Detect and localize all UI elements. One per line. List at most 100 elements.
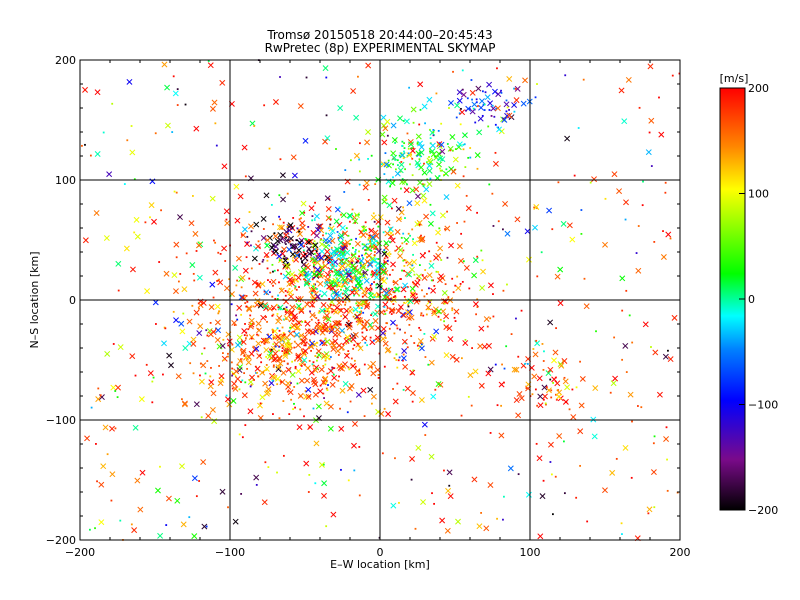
data-point-dot bbox=[315, 317, 318, 319]
data-point-cross bbox=[263, 192, 270, 199]
data-point-dot bbox=[562, 359, 565, 362]
data-point-cross bbox=[299, 360, 306, 367]
data-point-cross bbox=[394, 170, 401, 177]
data-point-dot bbox=[225, 394, 228, 397]
data-point-dot bbox=[456, 275, 459, 278]
data-point-cross bbox=[392, 398, 399, 405]
data-point-dot bbox=[191, 304, 194, 307]
data-point-cross bbox=[397, 247, 404, 253]
data-point-dot bbox=[192, 272, 195, 275]
data-point-dot bbox=[419, 342, 422, 345]
data-point-dot bbox=[419, 155, 422, 158]
data-point-dot bbox=[394, 142, 396, 144]
data-point-cross bbox=[289, 371, 296, 378]
data-point-dot bbox=[388, 327, 391, 330]
data-point-cross bbox=[417, 179, 423, 186]
data-point-dot bbox=[355, 288, 358, 290]
data-point-dot bbox=[496, 404, 499, 407]
data-point-dot bbox=[301, 320, 304, 323]
data-point-dot bbox=[283, 258, 286, 260]
data-point-dot bbox=[295, 323, 298, 326]
data-point-cross bbox=[155, 487, 161, 494]
data-point-dot bbox=[423, 332, 426, 335]
data-point-cross bbox=[306, 250, 313, 257]
data-point-dot bbox=[394, 295, 397, 297]
data-point-cross bbox=[240, 347, 247, 354]
data-point-dot bbox=[391, 269, 394, 271]
data-point-dot bbox=[340, 288, 342, 291]
data-point-cross bbox=[221, 163, 228, 170]
data-point-dot bbox=[164, 327, 167, 330]
data-point-cross bbox=[322, 321, 329, 328]
data-point-dot bbox=[387, 287, 390, 290]
data-point-dot bbox=[246, 367, 249, 370]
data-point-dot bbox=[172, 75, 175, 78]
data-point-cross bbox=[339, 224, 346, 231]
data-point-cross bbox=[443, 313, 450, 320]
data-point-dot bbox=[579, 464, 581, 467]
data-point-dot bbox=[102, 131, 105, 134]
data-point-dot bbox=[460, 107, 462, 110]
data-point-cross bbox=[435, 252, 442, 259]
data-point-dot bbox=[424, 434, 427, 436]
data-point-dot bbox=[303, 211, 306, 214]
data-point-cross bbox=[381, 287, 388, 294]
data-point-dot bbox=[322, 463, 325, 466]
data-point-dot bbox=[231, 374, 234, 377]
data-point-cross bbox=[234, 217, 241, 224]
data-point-dot bbox=[406, 132, 409, 135]
data-point-dot bbox=[353, 359, 356, 362]
data-point-dot bbox=[293, 340, 296, 343]
data-point-dot bbox=[245, 295, 248, 297]
data-point-cross bbox=[537, 402, 544, 409]
data-point-cross bbox=[435, 150, 442, 157]
data-point-cross bbox=[453, 356, 460, 363]
data-point-cross bbox=[314, 266, 321, 273]
data-point-cross bbox=[273, 248, 279, 255]
data-point-cross bbox=[351, 442, 357, 449]
data-point-dot bbox=[200, 416, 203, 419]
data-point-cross bbox=[427, 220, 434, 227]
data-point-dot bbox=[230, 303, 233, 306]
data-point-cross bbox=[253, 345, 260, 352]
data-point-cross bbox=[518, 395, 525, 402]
data-point-cross bbox=[352, 420, 358, 427]
data-point-dot bbox=[276, 313, 279, 315]
data-point-dot bbox=[297, 308, 300, 310]
data-point-dot bbox=[389, 253, 392, 255]
data-point-dot bbox=[266, 267, 269, 270]
data-point-cross bbox=[414, 221, 421, 228]
data-point-dot bbox=[395, 353, 398, 356]
x-tick-label: 0 bbox=[377, 546, 384, 559]
data-point-cross bbox=[284, 309, 291, 316]
data-point-cross bbox=[166, 352, 173, 359]
data-point-cross bbox=[367, 386, 374, 393]
data-point-dot bbox=[281, 347, 284, 349]
data-point-dot bbox=[526, 363, 529, 365]
data-point-dot bbox=[267, 333, 269, 336]
data-point-dot bbox=[307, 225, 310, 228]
data-point-dot bbox=[284, 243, 287, 245]
data-point-cross bbox=[418, 144, 425, 151]
data-point-cross bbox=[237, 193, 244, 200]
data-point-cross bbox=[449, 353, 456, 360]
data-point-dot bbox=[428, 250, 431, 253]
data-point-dot bbox=[353, 469, 356, 472]
data-point-cross bbox=[492, 160, 499, 167]
data-point-cross bbox=[294, 252, 301, 259]
data-point-dot bbox=[347, 350, 350, 353]
data-point-cross bbox=[214, 337, 221, 343]
data-point-cross bbox=[390, 319, 396, 326]
data-point-dot bbox=[325, 76, 328, 79]
data-point-cross bbox=[515, 412, 522, 419]
data-point-cross bbox=[219, 79, 226, 86]
data-point-cross bbox=[109, 471, 116, 478]
data-point-dot bbox=[358, 373, 361, 376]
data-point-dot bbox=[335, 284, 338, 287]
data-point-cross bbox=[305, 239, 312, 246]
data-point-cross bbox=[485, 370, 492, 377]
data-point-dot bbox=[451, 307, 454, 310]
data-point-cross bbox=[263, 347, 270, 353]
data-point-dot bbox=[464, 166, 467, 168]
data-point-dot bbox=[438, 174, 441, 177]
